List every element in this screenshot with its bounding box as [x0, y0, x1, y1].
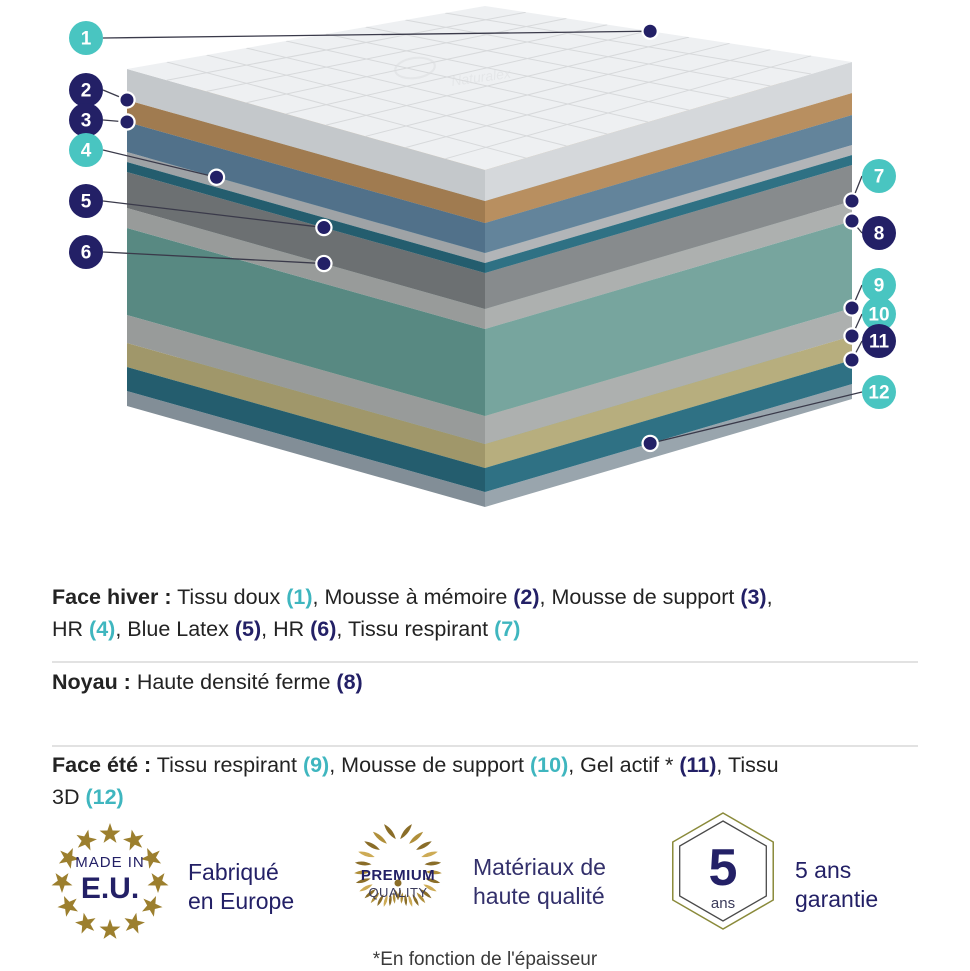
- svg-text:2: 2: [81, 81, 92, 102]
- svg-text:Face hiver : Tissu doux (1), M: Face hiver : Tissu doux (1), Mousse à mé…: [52, 585, 773, 609]
- svg-text:PREMIUM: PREMIUM: [361, 867, 435, 884]
- svg-text:MADE IN: MADE IN: [75, 854, 145, 871]
- svg-text:5: 5: [81, 192, 92, 213]
- svg-text:10: 10: [868, 305, 889, 326]
- svg-text:3D (12): 3D (12): [52, 785, 124, 809]
- svg-text:E.U.: E.U.: [81, 872, 139, 905]
- svg-text:Face été : Tissu respirant (9): Face été : Tissu respirant (9), Mousse d…: [52, 753, 779, 777]
- svg-text:*En fonction de l'épaisseur: *En fonction de l'épaisseur: [373, 949, 598, 970]
- svg-text:8: 8: [874, 224, 885, 245]
- svg-text:Matériaux de: Matériaux de: [473, 854, 606, 880]
- svg-text:3: 3: [81, 111, 92, 132]
- svg-text:Noyau : Haute densité ferme (8: Noyau : Haute densité ferme (8): [52, 670, 363, 694]
- svg-text:4: 4: [81, 141, 92, 162]
- svg-text:Fabriqué: Fabriqué: [188, 859, 279, 885]
- svg-text:ans: ans: [711, 895, 735, 912]
- svg-text:6: 6: [81, 243, 92, 264]
- svg-text:11: 11: [869, 332, 890, 353]
- svg-text:7: 7: [874, 167, 885, 188]
- svg-text:9: 9: [874, 276, 885, 297]
- svg-text:HR (4), Blue Latex (5), HR (6): HR (4), Blue Latex (5), HR (6), Tissu re…: [52, 617, 520, 641]
- svg-text:QUALITY: QUALITY: [368, 885, 427, 900]
- svg-text:haute qualité: haute qualité: [473, 883, 605, 909]
- svg-text:5 ans: 5 ans: [795, 857, 851, 883]
- svg-text:en Europe: en Europe: [188, 888, 294, 914]
- svg-text:5: 5: [709, 839, 738, 897]
- svg-text:1: 1: [81, 29, 92, 50]
- svg-text:garantie: garantie: [795, 886, 878, 912]
- svg-text:12: 12: [868, 383, 889, 404]
